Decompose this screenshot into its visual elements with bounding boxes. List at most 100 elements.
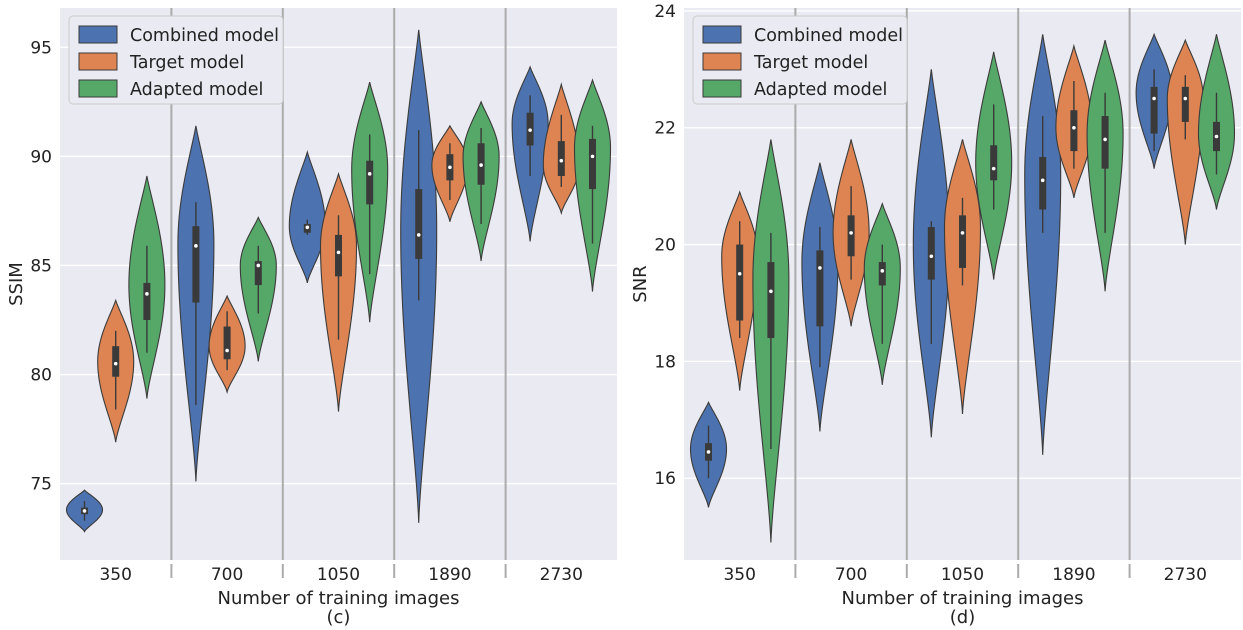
violin-median — [1214, 134, 1219, 139]
violin-iqr-box — [736, 244, 744, 321]
violin-median — [367, 172, 372, 176]
violin-iqr-box — [557, 141, 565, 176]
legend-swatch — [702, 52, 742, 71]
violin-iqr-box — [366, 160, 374, 205]
violin-iqr-box — [143, 282, 151, 320]
violin-iqr-box — [1150, 86, 1158, 134]
chart-panel-snr: 16 18 20 22 24 350 700 1050 1890 2730 Number of tr… — [630, 2, 1241, 628]
violin-iqr-box — [335, 234, 342, 277]
violin-iqr-box — [959, 215, 966, 268]
x-tick-label: 700 — [211, 565, 243, 585]
legend: Combined model Target model Adapted model — [68, 15, 284, 105]
violin — [912, 69, 950, 438]
violin-body — [1024, 34, 1062, 455]
legend-swatch — [702, 79, 742, 98]
violin-iqr-box — [192, 226, 200, 303]
violin-median — [737, 271, 742, 276]
violin — [65, 489, 104, 533]
legend-swatch — [702, 25, 742, 44]
violin-iqr-box — [1101, 116, 1109, 169]
y-tick-label: 16 — [654, 469, 676, 489]
violin-median — [113, 361, 118, 366]
legend-label: Target model — [753, 53, 868, 73]
legend-label: Combined model — [754, 26, 903, 46]
violin-body — [1166, 38, 1204, 245]
y-tick-label: 18 — [654, 352, 676, 372]
violin-iqr-box — [816, 250, 824, 327]
violin-median — [479, 163, 483, 167]
violin-median — [145, 292, 149, 296]
violin-median — [1152, 96, 1156, 101]
violin-median — [559, 158, 564, 163]
violin — [239, 216, 277, 362]
violin — [351, 82, 389, 323]
x-tick-label: 1890 — [428, 565, 471, 585]
violin — [975, 51, 1013, 280]
legend-swatch — [78, 79, 118, 98]
violin — [431, 124, 469, 222]
violin-median — [1072, 125, 1076, 130]
y-tick-label: 24 — [654, 2, 676, 22]
violin-iqr-box — [112, 346, 120, 377]
violin — [462, 100, 500, 262]
violin — [1135, 32, 1173, 169]
violin-median — [929, 254, 934, 259]
legend-item: Target model — [702, 52, 868, 73]
chart-panel-ssim: 75 80 85 90 95 350 700 1050 1890 2730 Number of tr… — [6, 8, 617, 628]
violin — [511, 65, 549, 242]
violin — [128, 175, 166, 399]
violin-iqr-box — [1070, 110, 1078, 152]
violin — [943, 139, 982, 415]
x-tick-label: 350 — [723, 565, 755, 585]
panel-caption: (c) — [327, 607, 351, 628]
violin — [319, 171, 358, 412]
x-tick-label: 1890 — [1052, 565, 1095, 585]
violin-iqr-box — [588, 138, 596, 190]
violin-iqr-box — [767, 262, 775, 339]
violin-median — [960, 231, 965, 235]
violin-median — [849, 231, 853, 235]
y-tick-label: 75 — [30, 475, 52, 495]
violin-median — [1040, 178, 1045, 183]
violin — [97, 298, 135, 443]
violin-iqr-box — [847, 215, 855, 257]
violin — [721, 190, 759, 391]
legend-item: Combined model — [78, 25, 279, 46]
x-tick-label: 1050 — [317, 565, 360, 585]
violin-median — [416, 233, 421, 237]
x-tick-label: 700 — [835, 565, 867, 585]
x-tick-label: 1050 — [941, 565, 984, 585]
violin-median — [818, 266, 822, 270]
violin — [208, 294, 246, 395]
x-axis-label: Number of training images — [842, 588, 1084, 609]
violin-median — [706, 450, 711, 454]
violin — [177, 125, 215, 482]
x-axis-label: Number of training images — [218, 588, 460, 609]
legend-label: Combined model — [130, 26, 279, 46]
violin-median — [769, 289, 773, 294]
legend-item: Adapted model — [702, 79, 887, 100]
violin — [1024, 34, 1062, 455]
x-tick-label: 2730 — [1164, 565, 1207, 585]
legend-item: Adapted model — [78, 79, 263, 100]
y-tick-label: 95 — [30, 38, 52, 58]
violin — [863, 201, 901, 385]
y-tick-label: 22 — [654, 119, 676, 139]
violin-iqr-box — [990, 145, 998, 181]
violin — [573, 78, 612, 292]
legend-label: Adapted model — [130, 80, 263, 100]
violin — [1166, 38, 1204, 245]
x-tick-label: 2730 — [540, 565, 583, 585]
violin-iqr-box — [878, 262, 886, 286]
violin-median — [880, 269, 885, 273]
y-axis-label: SSIM — [6, 262, 27, 306]
violin — [400, 29, 438, 523]
violin-iqr-box — [223, 326, 231, 360]
y-tick-label: 80 — [30, 366, 52, 386]
legend-box — [692, 15, 908, 105]
legend-label: Target model — [129, 53, 244, 73]
violin-median — [256, 263, 261, 268]
violin-median — [225, 348, 229, 353]
x-tick-label: 350 — [99, 565, 131, 585]
legend-swatch — [78, 52, 118, 71]
